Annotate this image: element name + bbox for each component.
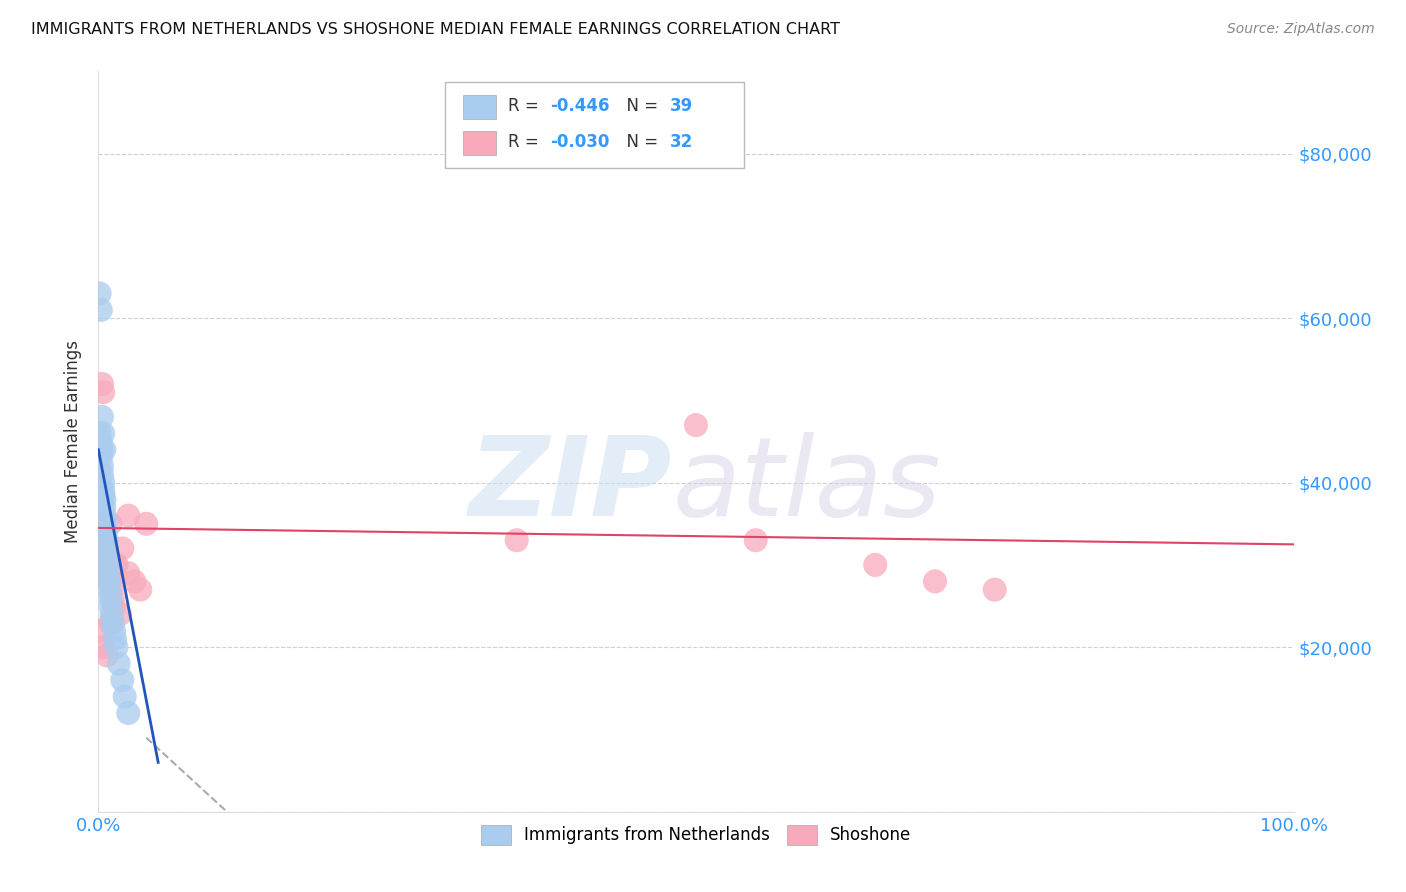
Text: Source: ZipAtlas.com: Source: ZipAtlas.com (1227, 22, 1375, 37)
Point (105, 640, 128, 655)
Point (94, 549, 117, 564)
Text: R =: R = (509, 97, 544, 115)
Point (93, 442, 115, 457)
Point (111, 541, 134, 556)
Point (924, 574, 946, 589)
Point (124, 574, 146, 589)
Point (135, 516, 157, 531)
Point (91, 426, 114, 441)
Point (90, 533, 112, 548)
Point (98, 574, 121, 589)
Point (94, 513, 117, 527)
Point (107, 657, 129, 671)
Text: ZIP: ZIP (468, 433, 672, 540)
Point (114, 690, 136, 704)
Point (94, 524, 117, 539)
Point (117, 508, 139, 523)
Point (129, 582, 152, 597)
Legend: Immigrants from Netherlands, Shoshone: Immigrants from Netherlands, Shoshone (474, 818, 918, 852)
Point (93, 541, 115, 556)
Y-axis label: Median Female Earnings: Median Female Earnings (65, 340, 83, 543)
Text: N =: N = (616, 133, 664, 151)
FancyBboxPatch shape (446, 82, 744, 168)
Point (98, 582, 121, 597)
Point (93, 492, 115, 507)
Point (96, 549, 118, 564)
Point (100, 607, 122, 622)
Point (103, 599, 125, 613)
Point (90, 302, 112, 317)
Point (91, 409, 114, 424)
Point (98, 516, 122, 531)
Text: -0.446: -0.446 (550, 97, 610, 115)
Text: 32: 32 (669, 133, 693, 151)
Point (745, 533, 768, 548)
Point (97, 566, 120, 581)
Text: atlas: atlas (672, 433, 941, 540)
Point (104, 632, 127, 646)
Point (105, 558, 128, 572)
Point (98, 599, 122, 613)
FancyBboxPatch shape (463, 95, 496, 119)
Point (98, 615, 122, 630)
Point (984, 582, 1007, 597)
Point (865, 558, 887, 572)
Point (90, 624, 112, 638)
Point (94, 516, 117, 531)
Point (96, 533, 118, 548)
Point (93, 500, 115, 515)
Point (91, 385, 114, 400)
Point (91, 475, 114, 490)
Text: IMMIGRANTS FROM NETHERLANDS VS SHOSHONE MEDIAN FEMALE EARNINGS CORRELATION CHART: IMMIGRANTS FROM NETHERLANDS VS SHOSHONE … (31, 22, 839, 37)
Point (98, 591, 122, 605)
FancyBboxPatch shape (463, 131, 496, 154)
Point (103, 624, 125, 638)
Point (100, 582, 122, 597)
Point (91, 376, 114, 391)
Point (96, 558, 118, 572)
Point (89, 516, 111, 531)
Point (93, 508, 115, 523)
Point (96, 541, 118, 556)
Point (91, 442, 114, 457)
Point (91, 467, 114, 482)
Point (111, 673, 134, 687)
Point (90, 450, 112, 465)
Point (117, 706, 139, 720)
Point (96, 648, 118, 663)
Text: R =: R = (509, 133, 544, 151)
Point (91, 459, 114, 474)
Point (101, 615, 124, 630)
Point (108, 607, 131, 622)
Point (89, 442, 111, 457)
Point (91, 488, 114, 502)
Point (98, 574, 121, 589)
Point (685, 418, 707, 433)
Point (117, 566, 139, 581)
Point (89, 286, 111, 301)
Text: -0.030: -0.030 (550, 133, 610, 151)
Point (91, 483, 114, 498)
Point (97, 566, 120, 581)
Point (506, 533, 529, 548)
Point (101, 591, 124, 605)
Point (90, 434, 112, 449)
Point (89, 426, 111, 441)
Text: N =: N = (616, 97, 664, 115)
Point (105, 558, 128, 572)
Point (91, 640, 114, 655)
Point (97, 558, 120, 572)
Text: 39: 39 (669, 97, 693, 115)
